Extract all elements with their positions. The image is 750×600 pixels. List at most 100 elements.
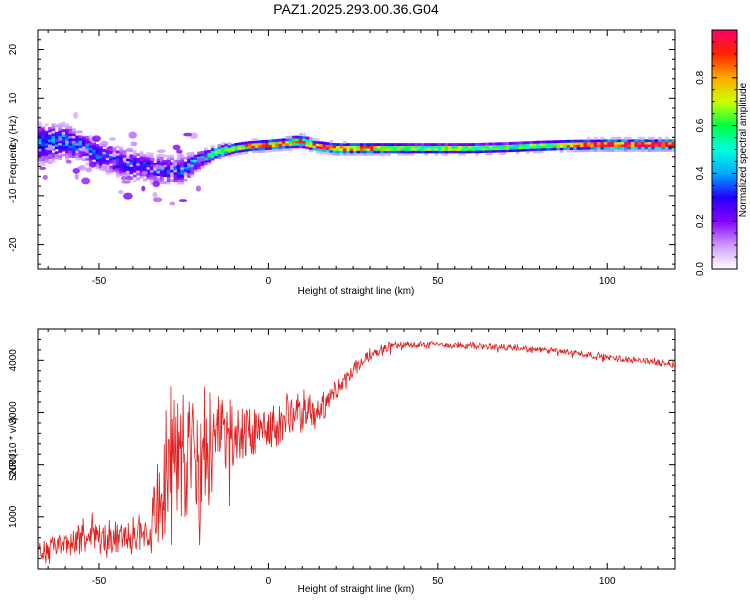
heatmap-cell: [603, 139, 608, 143]
heatmap-cell: [447, 145, 452, 149]
heatmap-cell: [397, 148, 401, 151]
heatmap-cell: [661, 146, 666, 150]
heatmap-cell: [610, 136, 615, 140]
heatmap-cell: [41, 138, 46, 142]
heatmap-cell: [88, 149, 93, 153]
heatmap-blob: [176, 149, 183, 154]
heatmap-cell: [356, 152, 361, 156]
heatmap-cell: [153, 170, 157, 174]
heatmap-cell: [397, 143, 401, 146]
heatmap-cell: [275, 143, 279, 147]
heatmap-cell: [183, 178, 188, 182]
heatmap-cell: [281, 143, 286, 147]
heatmap-cell: [92, 154, 97, 158]
heatmap-cell: [573, 142, 578, 145]
heatmap-cell: [241, 151, 246, 155]
heatmap-cell: [326, 151, 330, 155]
heatmap-blob: [118, 190, 124, 194]
heatmap-cell: [244, 148, 249, 152]
heatmap-cell: [271, 144, 276, 148]
heatmap-cell: [193, 154, 198, 158]
heatmap-cell: [61, 153, 66, 157]
heatmap-cell: [549, 140, 554, 144]
heatmap-cell: [370, 148, 374, 151]
heatmap-cell: [82, 141, 86, 145]
heatmap-cell: [143, 154, 147, 157]
heatmap-cell: [115, 157, 120, 161]
heatmap-cell: [607, 149, 612, 152]
heatmap-cell: [627, 149, 632, 152]
heatmap-cell: [88, 145, 93, 148]
heatmap-cell: [349, 145, 354, 149]
heatmap-cell: [617, 136, 622, 140]
heatmap-cell: [590, 144, 595, 148]
heatmap-cell: [143, 156, 147, 160]
heatmap-cell: [654, 139, 659, 143]
heatmap-cell: [210, 147, 215, 151]
heatmap-cell: [386, 152, 391, 156]
heatmap-cell: [132, 157, 137, 161]
heatmap-blob: [195, 185, 202, 192]
heatmap-cell: [71, 155, 76, 158]
heatmap-cell: [559, 142, 564, 146]
heatmap-cell: [376, 152, 381, 156]
heatmap-cell: [380, 145, 385, 149]
heatmap-cell: [332, 150, 337, 154]
heatmap-cell: [475, 152, 479, 156]
heatmap-cell: [315, 148, 320, 152]
heatmap-cell: [590, 146, 595, 150]
heatmap-cell: [495, 144, 500, 148]
snr-xtick-label: -50: [92, 576, 107, 587]
heatmap-cell: [58, 147, 63, 151]
heatmap-cell: [85, 138, 90, 142]
heatmap-cell: [593, 136, 598, 140]
heatmap-cell: [627, 136, 632, 140]
heatmap-blob: [117, 159, 124, 167]
heatmap-cell: [197, 168, 202, 172]
heatmap-cell: [414, 148, 418, 151]
heatmap-cell: [95, 158, 100, 162]
heatmap-cell: [617, 149, 622, 152]
heatmap-blob: [160, 165, 165, 171]
heatmap-cell: [478, 147, 483, 151]
heatmap-cell: [136, 158, 141, 161]
heatmap-cell: [65, 123, 69, 127]
heatmap-cell: [85, 135, 90, 139]
heatmap-cell: [475, 150, 479, 154]
heatmap-blob: [85, 167, 93, 173]
heatmap-cell: [115, 165, 120, 168]
heatmap-cell: [620, 146, 625, 150]
heatmap-cell: [644, 146, 649, 150]
heatmap-blob: [81, 177, 91, 185]
heatmap-cell: [542, 140, 547, 144]
heatmap-cell: [61, 136, 66, 140]
heatmap-cell: [468, 145, 473, 149]
heatmap-cell: [403, 143, 408, 146]
heatmap-cell: [342, 140, 347, 144]
heatmap-cell: [170, 167, 174, 170]
spectrogram-ylabel: Frequency (Hz): [8, 116, 19, 185]
heatmap-cell: [583, 144, 588, 148]
heatmap-cell: [241, 146, 246, 150]
heatmap-cell: [319, 151, 324, 154]
heatmap-cell: [44, 142, 49, 146]
heatmap-blob: [172, 160, 177, 168]
snr-ytick-label: 1000: [8, 505, 19, 528]
heatmap-cell: [583, 142, 588, 145]
heatmap-cell: [82, 158, 86, 162]
heatmap-cell: [532, 150, 537, 154]
heatmap-cell: [288, 145, 293, 149]
heatmap-cell: [98, 152, 103, 156]
heatmap-cell: [441, 152, 445, 156]
heatmap-cell: [102, 156, 107, 160]
heatmap-cell: [183, 161, 188, 165]
heatmap-cell: [207, 157, 212, 161]
heatmap-cell: [234, 152, 239, 156]
heatmap-cell: [336, 150, 340, 154]
heatmap-blob: [74, 173, 79, 181]
heatmap-cell: [647, 141, 652, 145]
heatmap-cell: [176, 169, 181, 173]
heatmap-cell: [129, 166, 134, 170]
heatmap-cell: [471, 150, 476, 154]
heatmap-cell: [75, 135, 80, 139]
